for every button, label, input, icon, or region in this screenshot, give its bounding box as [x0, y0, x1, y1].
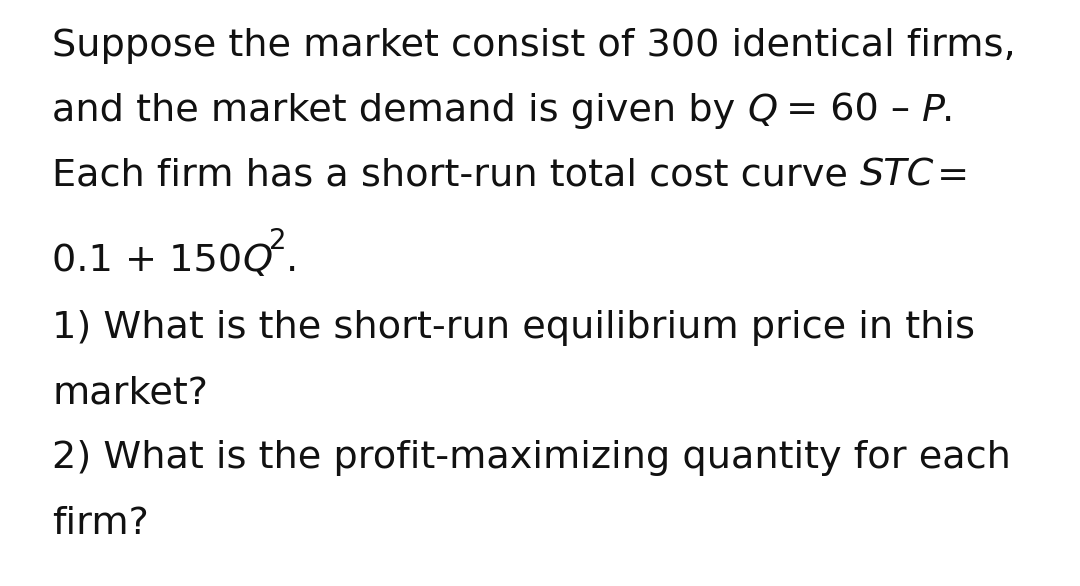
Text: firm?: firm?: [52, 506, 149, 542]
Text: =: =: [926, 158, 970, 194]
Text: and the market demand is given by: and the market demand is given by: [52, 93, 747, 129]
Text: Q: Q: [747, 93, 778, 129]
Text: 0.1 + 150: 0.1 + 150: [52, 243, 242, 279]
Text: = 60 –: = 60 –: [774, 93, 922, 129]
Text: Each firm has a short-run total cost curve: Each firm has a short-run total cost cur…: [52, 158, 860, 194]
Text: market?: market?: [52, 376, 207, 412]
Text: 1) What is the short-run equilibrium price in this: 1) What is the short-run equilibrium pri…: [52, 310, 975, 346]
Text: Q: Q: [242, 243, 272, 279]
Text: .: .: [943, 93, 955, 129]
Text: STC: STC: [860, 158, 934, 194]
Text: P: P: [922, 93, 945, 129]
Text: 2: 2: [269, 227, 286, 255]
Text: 2) What is the profit-maximizing quantity for each: 2) What is the profit-maximizing quantit…: [52, 440, 1011, 476]
Text: .: .: [286, 243, 298, 279]
Text: Suppose the market consist of 300 identical firms,: Suppose the market consist of 300 identi…: [52, 28, 1016, 64]
